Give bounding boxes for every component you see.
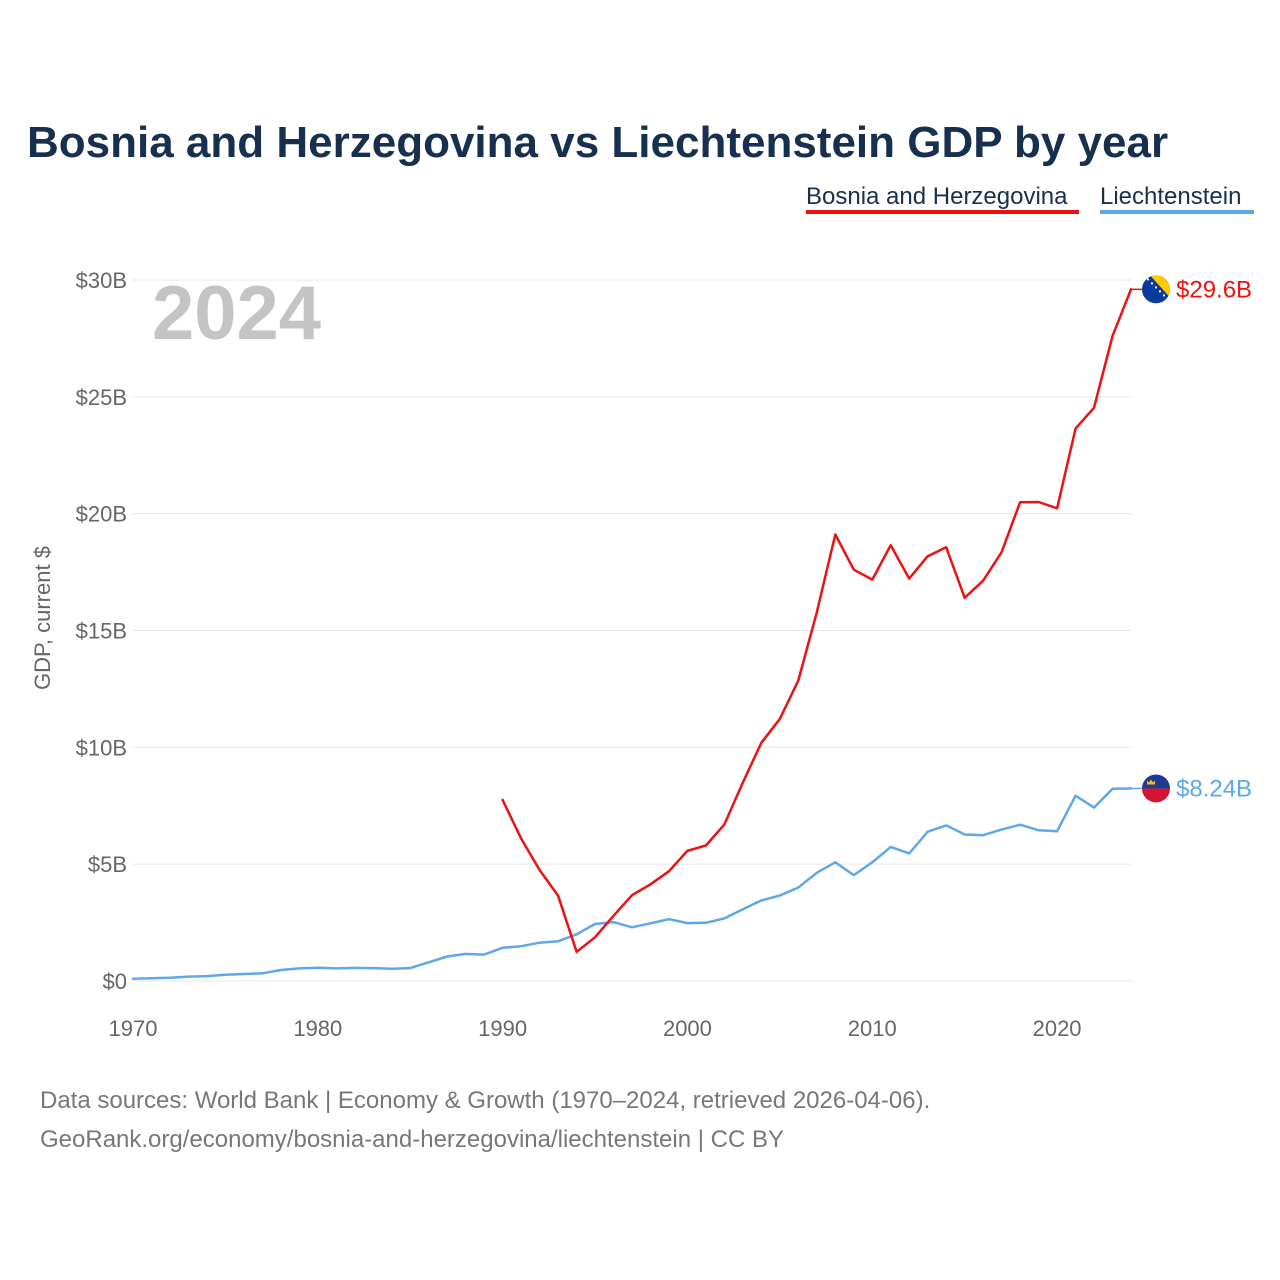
data-source-note: Data sources: World Bank | Economy & Gro…	[40, 1087, 930, 1114]
legend-item-liechtenstein[interactable]: Liechtenstein	[1100, 183, 1254, 214]
y-tick-label: $15B	[76, 619, 127, 644]
legend: Bosnia and Herzegovina Liechtenstein	[806, 183, 1254, 214]
x-tick-label: 1980	[293, 1016, 342, 1041]
bosnia-end-marker: $29.6B	[1131, 275, 1252, 304]
series-lines	[131, 288, 1133, 980]
legend-item-bosnia[interactable]: Bosnia and Herzegovina	[806, 183, 1079, 214]
bosnia-gdp-line	[501, 288, 1133, 954]
bosnia-end-label: $29.6B	[1176, 276, 1252, 303]
liechtenstein-end-marker: $8.24B	[1131, 774, 1252, 803]
y-axis-ticks: $0 $5B $10B $15B $20B $25B $30B	[76, 268, 127, 994]
liechtenstein-gdp-line	[131, 787, 1133, 980]
x-tick-label: 1970	[109, 1016, 158, 1041]
chart-title: Bosnia and Herzegovina vs Liechtenstein …	[27, 118, 1168, 167]
year-watermark: 2024	[152, 271, 321, 356]
legend-label-bosnia: Bosnia and Herzegovina	[806, 183, 1068, 210]
y-tick-label: $5B	[88, 852, 127, 877]
liechtenstein-end-label: $8.24B	[1176, 775, 1252, 802]
bosnia-flag-icon	[1142, 275, 1170, 304]
y-axis-label: GDP, current $	[30, 546, 55, 690]
legend-label-liechtenstein: Liechtenstein	[1100, 183, 1241, 210]
x-tick-label: 2000	[663, 1016, 712, 1041]
legend-swatch-liechtenstein	[1100, 210, 1254, 214]
liechtenstein-flag-icon	[1142, 774, 1170, 803]
x-axis-ticks: 1970 1980 1990 2000 2010 2020	[109, 1016, 1082, 1041]
grid	[133, 279, 1131, 982]
x-tick-label: 1990	[478, 1016, 527, 1041]
legend-swatch-bosnia	[806, 210, 1079, 214]
y-tick-label: $0	[103, 969, 127, 994]
source-url[interactable]: GeoRank.org/economy/bosnia-and-herzegovi…	[40, 1126, 784, 1153]
y-tick-label: $20B	[76, 502, 127, 527]
y-tick-label: $30B	[76, 268, 127, 293]
x-tick-label: 2010	[848, 1016, 897, 1041]
y-tick-label: $10B	[76, 735, 127, 760]
y-tick-label: $25B	[76, 385, 127, 410]
x-tick-label: 2020	[1033, 1016, 1082, 1041]
